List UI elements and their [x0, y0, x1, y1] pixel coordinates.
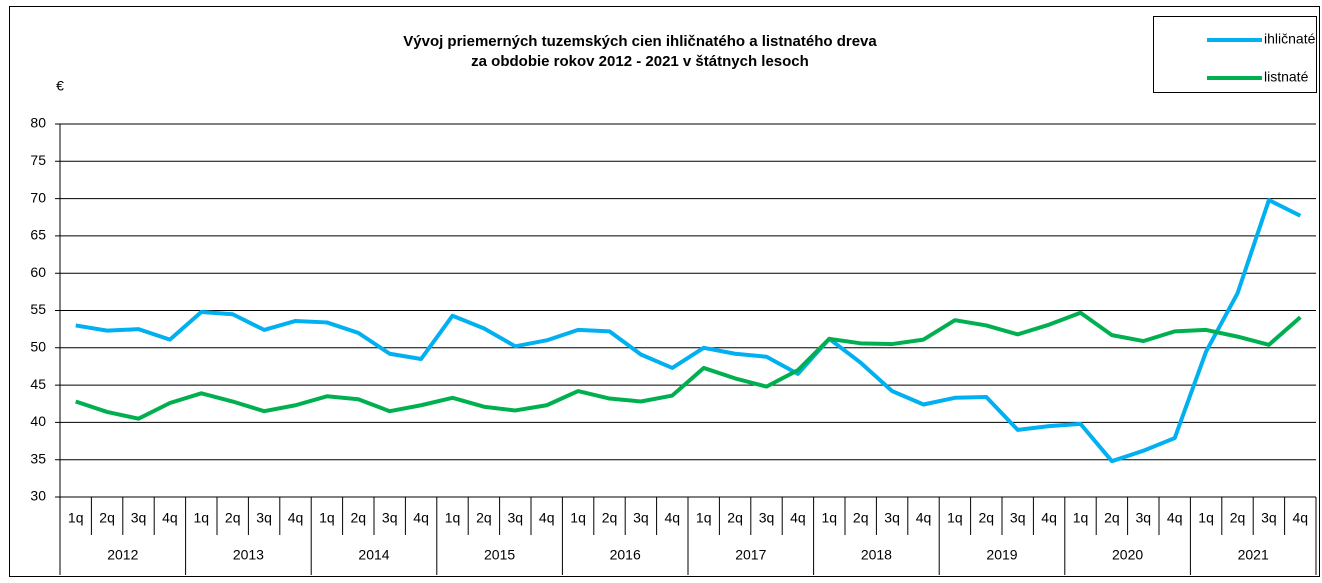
x-tick-label: 3q	[382, 510, 398, 526]
y-axis-label: €	[56, 78, 64, 94]
y-tick-label: 75	[30, 152, 46, 168]
x-group-label: 2016	[610, 547, 641, 563]
x-group-label: 2017	[735, 547, 766, 563]
x-tick-label: 3q	[508, 510, 524, 526]
chart-border	[9, 6, 1320, 577]
x-tick-label: 4q	[539, 510, 555, 526]
x-tick-label: 3q	[131, 510, 147, 526]
series-line	[75, 310, 1302, 421]
x-tick-label: 1q	[1198, 510, 1214, 526]
chart-title: Vývoj priemerných tuzemských cien ihličn…	[403, 33, 877, 50]
x-group-label: 2019	[986, 547, 1017, 563]
x-tick-label: 2q	[853, 510, 869, 526]
x-tick-label: 3q	[256, 510, 272, 526]
x-tick-label: 4q	[1041, 510, 1057, 526]
x-tick-label: 2q	[99, 510, 115, 526]
y-tick-label: 80	[30, 115, 46, 131]
y-tick-label: 55	[30, 301, 46, 317]
x-tick-label: 4q	[916, 510, 932, 526]
x-tick-label: 3q	[633, 510, 649, 526]
legend-label: listnaté	[1264, 69, 1309, 85]
x-group-label: 2020	[1112, 547, 1143, 563]
x-tick-label: 2q	[1104, 510, 1120, 526]
x-tick-label: 1q	[570, 510, 586, 526]
x-group-label: 2013	[233, 547, 264, 563]
x-tick-label: 2q	[727, 510, 743, 526]
x-tick-label: 1q	[947, 510, 963, 526]
x-tick-label: 1q	[445, 510, 461, 526]
y-tick-label: 60	[30, 264, 46, 280]
x-tick-label: 4q	[1167, 510, 1183, 526]
x-group-label: 2012	[107, 547, 138, 563]
chart-title: za obdobie rokov 2012 - 2021 v štátnych …	[471, 53, 809, 70]
x-tick-label: 1q	[1073, 510, 1089, 526]
x-tick-label: 1q	[194, 510, 210, 526]
y-tick-label: 50	[30, 339, 46, 355]
x-tick-label: 2q	[476, 510, 492, 526]
y-tick-label: 30	[30, 488, 46, 504]
x-group-label: 2015	[484, 547, 515, 563]
legend-label: ihličnaté	[1264, 31, 1316, 47]
series-line	[75, 198, 1302, 464]
x-tick-label: 1q	[696, 510, 712, 526]
x-tick-label: 4q	[1293, 510, 1309, 526]
x-tick-label: 4q	[665, 510, 681, 526]
x-tick-label: 2q	[979, 510, 995, 526]
x-tick-label: 1q	[822, 510, 838, 526]
x-group-label: 2014	[358, 547, 389, 563]
x-tick-label: 4q	[790, 510, 806, 526]
x-tick-label: 4q	[162, 510, 178, 526]
y-tick-label: 35	[30, 450, 46, 466]
y-tick-label: 65	[30, 227, 46, 243]
y-tick-label: 45	[30, 376, 46, 392]
x-tick-label: 2q	[1230, 510, 1246, 526]
x-tick-label: 3q	[759, 510, 775, 526]
x-tick-label: 3q	[1136, 510, 1152, 526]
x-tick-label: 2q	[602, 510, 618, 526]
x-tick-label: 1q	[319, 510, 335, 526]
x-tick-label: 4q	[288, 510, 304, 526]
x-tick-label: 2q	[351, 510, 367, 526]
x-tick-label: 3q	[1261, 510, 1277, 526]
x-group-label: 2021	[1238, 547, 1269, 563]
x-tick-label: 3q	[1010, 510, 1026, 526]
y-tick-label: 40	[30, 413, 46, 429]
x-tick-label: 2q	[225, 510, 241, 526]
y-tick-label: 70	[30, 189, 46, 205]
x-tick-label: 4q	[413, 510, 429, 526]
x-tick-label: 1q	[68, 510, 84, 526]
x-tick-label: 3q	[884, 510, 900, 526]
x-group-label: 2018	[861, 547, 892, 563]
